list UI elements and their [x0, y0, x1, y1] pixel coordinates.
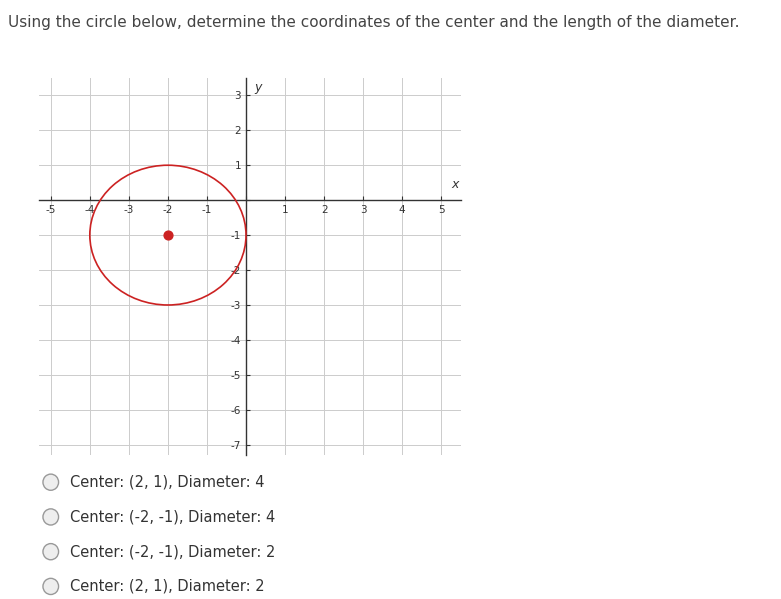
Text: Using the circle below, determine the coordinates of the center and the length o: Using the circle below, determine the co… [8, 15, 740, 30]
Text: y: y [254, 81, 261, 95]
Text: Center: (-2, -1), Diameter: 2: Center: (-2, -1), Diameter: 2 [70, 544, 276, 559]
Text: Center: (-2, -1), Diameter: 4: Center: (-2, -1), Diameter: 4 [70, 509, 276, 525]
Text: Center: (2, 1), Diameter: 2: Center: (2, 1), Diameter: 2 [70, 579, 265, 594]
Text: Center: (2, 1), Diameter: 4: Center: (2, 1), Diameter: 4 [70, 474, 265, 490]
Point [162, 230, 174, 240]
Text: x: x [451, 179, 459, 192]
